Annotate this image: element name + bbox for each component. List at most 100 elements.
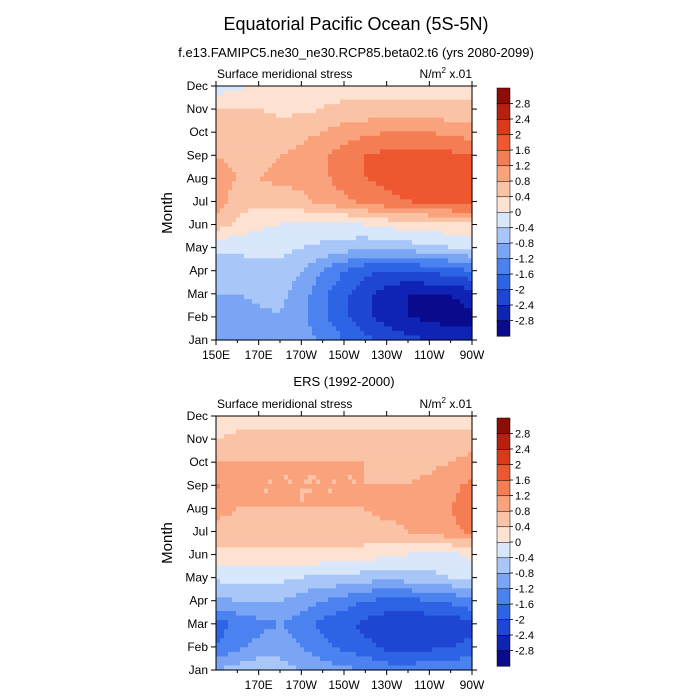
top-field-cell (244, 285, 249, 291)
top-field-cell (256, 117, 261, 123)
top-ytick-label: Apr (189, 264, 208, 278)
top-field-cell (420, 226, 425, 232)
top-field-cell (324, 194, 329, 200)
bottom-field-cell (244, 493, 249, 499)
top-field-cell (440, 271, 445, 278)
top-field-cell (324, 144, 329, 151)
top-field-cell (236, 303, 241, 309)
top-field-cell (396, 303, 401, 309)
top-field-cell (244, 126, 249, 132)
top-field-cell (376, 258, 381, 264)
top-field-cell (456, 181, 461, 187)
top-field-cell (388, 135, 393, 142)
top-field-cell (464, 222, 469, 228)
bottom-field-cell (368, 434, 373, 440)
top-field-cell (296, 267, 301, 273)
top-field-cell (348, 172, 353, 178)
top-field-cell (316, 86, 321, 92)
top-field-cell (360, 163, 365, 169)
top-field-cell (220, 185, 225, 191)
top-field-cell (260, 290, 265, 296)
top-field-cell (424, 90, 429, 96)
top-field-cell (336, 131, 341, 137)
top-field-cell (428, 285, 433, 291)
bottom-field-cell (372, 425, 377, 431)
top-field-cell (256, 95, 261, 101)
top-field-cell (408, 181, 413, 187)
top-field-cell (324, 290, 329, 296)
top-field-cell (448, 131, 453, 137)
top-field-cell (224, 90, 229, 96)
top-field-cell (344, 117, 349, 123)
top-field-cell (324, 158, 329, 164)
bottom-field-cell (380, 461, 385, 467)
top-field-cell (356, 144, 361, 151)
top-field-cell (416, 135, 421, 142)
top-field-cell (324, 104, 329, 110)
top-field-cell (372, 312, 377, 318)
top-field-cell (324, 303, 329, 309)
top-field-cell (444, 271, 449, 278)
top-field-cell (344, 312, 349, 318)
top-field-cell (384, 267, 389, 273)
bottom-field-cell (452, 474, 457, 481)
top-field-cell (304, 258, 309, 264)
bottom-field-cell (228, 461, 233, 467)
top-field-cell (452, 226, 457, 232)
bottom-field-cell (396, 447, 401, 453)
top-field-cell (300, 113, 305, 119)
top-field-cell (252, 185, 257, 191)
top-field-cell (452, 149, 457, 155)
top-field-cell (376, 226, 381, 232)
top-field-cell (268, 122, 273, 128)
top-field-cell (460, 181, 465, 187)
top-field-cell (248, 108, 253, 114)
bottom-field-cell (272, 497, 277, 503)
bottom-field-cell (244, 502, 249, 508)
top-field-cell (412, 317, 417, 323)
top-field-cell (372, 262, 377, 269)
top-field-cell (444, 135, 449, 142)
top-field-cell (312, 276, 317, 282)
bottom-field-cell (424, 493, 429, 499)
top-field-cell (432, 154, 437, 160)
top-field-cell (368, 117, 373, 123)
bottom-field-cell (396, 452, 401, 458)
bottom-field-cell (292, 425, 297, 431)
bottom-field-cell (292, 443, 297, 449)
top-field-cell (288, 213, 293, 219)
top-field-cell (444, 262, 449, 269)
bottom-field-cell (400, 452, 405, 458)
top-field-cell (280, 303, 285, 309)
top-field-cell (356, 163, 361, 169)
top-field-cell (436, 108, 441, 114)
top-field-cell (228, 258, 233, 264)
top-field-cell (364, 217, 369, 223)
top-field-cell (316, 258, 321, 264)
top-field-cell (216, 335, 221, 341)
top-field-cell (388, 235, 393, 241)
top-field-cell (452, 167, 457, 173)
top-field-cell (304, 135, 309, 142)
bottom-field-cell (460, 470, 465, 476)
top-field-cell (316, 303, 321, 309)
bottom-field-cell (220, 447, 225, 453)
top-field-cell (280, 185, 285, 191)
top-field-cell (228, 262, 233, 269)
top-field-cell (276, 108, 281, 114)
bottom-field-cell (368, 497, 373, 503)
top-field-cell (276, 271, 281, 278)
top-field-cell (372, 213, 377, 219)
top-field-cell (332, 299, 337, 305)
top-field-cell (412, 172, 417, 178)
top-field-cell (236, 226, 241, 232)
bottom-field-cell (416, 420, 421, 426)
bottom-field-cell (332, 493, 337, 499)
top-field-cell (364, 126, 369, 132)
top-field-cell (328, 131, 333, 137)
bottom-field-cell (228, 447, 233, 453)
bottom-field-cell (312, 429, 317, 435)
bottom-field-cell (448, 429, 453, 435)
bottom-field-cell (288, 470, 293, 476)
top-field-cell (240, 258, 245, 264)
